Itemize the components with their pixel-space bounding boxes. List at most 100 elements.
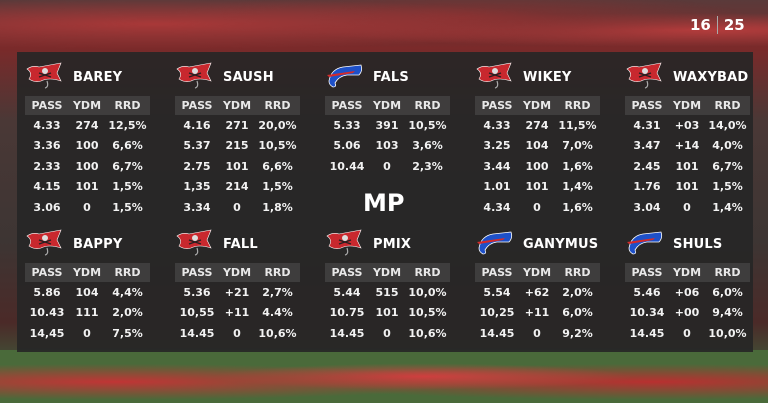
stat-cell: 1,5%: [262, 180, 293, 194]
player-header: PMIX: [325, 229, 450, 259]
column-header: YDM: [72, 266, 102, 279]
stat-cell: 10.44: [329, 159, 365, 173]
stats-row: 4.15 101 1,5%: [25, 177, 150, 198]
stat-cell: 3.34: [183, 200, 211, 214]
stats-row: 14,45 0 7,5%: [25, 323, 150, 344]
buccaneers-flag-icon: [25, 228, 65, 260]
column-header: RRD: [564, 266, 591, 279]
stats-row: 4.33 274 11,5%: [475, 115, 600, 136]
stats-row: 4.16 271 20,0%: [175, 115, 300, 136]
player-card: GANYMUS PASS YDM RRD 5.54 +62 2,0% 10,25 +11 6,0%…: [475, 229, 600, 344]
stat-cell: 274: [75, 118, 99, 132]
stats-row: 10,25 +11 6,0%: [475, 303, 600, 324]
stat-cell: 6,7%: [112, 159, 143, 173]
stat-cell: 0: [683, 326, 691, 340]
stat-cell: 3.47: [633, 139, 661, 153]
stat-cell: 10,0%: [708, 326, 747, 340]
stat-cell: 0: [383, 326, 391, 340]
stat-cell: 0: [233, 326, 241, 340]
stat-cell: 10.34: [629, 306, 665, 320]
stat-cell: 5.54: [483, 285, 511, 299]
column-header: PASS: [331, 266, 363, 279]
buccaneers-flag-icon: [325, 228, 365, 260]
stats-row: 3.34 0 1,8%: [175, 197, 300, 218]
stat-cell: 1,4%: [712, 200, 743, 214]
stat-cell: 10,0%: [408, 285, 447, 299]
column-header: YDM: [372, 99, 402, 112]
player-card: PMIX PASS YDM RRD 5.44 515 10,0% 10.75 101 10,5% 1…: [325, 229, 450, 344]
stat-cell: 10.75: [329, 306, 365, 320]
center-label: MP: [363, 189, 405, 217]
player-header: BAPPY: [25, 229, 150, 259]
stats-row: 10.44 0 2,3%: [325, 156, 450, 177]
buccaneers-flag-icon: [625, 61, 665, 93]
player-name: BAREY: [73, 69, 123, 85]
player-header: SAUSH: [175, 62, 300, 92]
player-header: FALL: [175, 229, 300, 259]
column-header: RRD: [264, 266, 291, 279]
player-name: WIKEY: [523, 69, 572, 85]
column-header: YDM: [522, 266, 552, 279]
stat-cell: 5.86: [33, 285, 61, 299]
stats-header: PASS YDM RRD: [475, 263, 600, 282]
column-header: PASS: [181, 266, 213, 279]
stat-cell: 10,5%: [408, 306, 447, 320]
stat-cell: 2,0%: [562, 285, 593, 299]
stat-cell: 101: [225, 159, 249, 173]
stats-row: 10,55 +11 4.4%: [175, 303, 300, 324]
stat-cell: 5.06: [333, 139, 361, 153]
stat-cell: 14.45: [179, 326, 215, 340]
column-header: YDM: [372, 266, 402, 279]
stat-cell: 2.75: [183, 159, 211, 173]
stat-cell: +11: [224, 306, 250, 320]
stat-cell: 7,0%: [562, 139, 593, 153]
column-header: RRD: [714, 99, 741, 112]
player-name: PMIX: [373, 236, 412, 252]
stat-cell: 4.4%: [262, 306, 293, 320]
stat-cell: 101: [375, 306, 399, 320]
stat-cell: 2,7%: [262, 285, 293, 299]
stat-cell: +00: [674, 306, 700, 320]
buccaneers-flag-icon: [25, 61, 65, 93]
stats-row: 14.45 0 9,2%: [475, 323, 600, 344]
stats-row: 14.45 0 10,6%: [325, 323, 450, 344]
stats-header: PASS YDM RRD: [25, 96, 150, 115]
stats-header: PASS YDM RRD: [625, 263, 750, 282]
stat-cell: 0: [683, 200, 691, 214]
column-header: YDM: [672, 266, 702, 279]
column-header: RRD: [714, 266, 741, 279]
stat-cell: 1,35: [183, 180, 211, 194]
stat-cell: 20,0%: [258, 118, 297, 132]
player-header: WIKEY: [475, 62, 600, 92]
score-divider: [716, 16, 718, 34]
stats-header: PASS YDM RRD: [475, 96, 600, 115]
stat-cell: 9,2%: [562, 326, 593, 340]
bills-buffalo-icon: [625, 228, 665, 260]
stat-cell: 3.36: [33, 139, 61, 153]
player-card: BAREY PASS YDM RRD 4.33 274 12,5% 3.36 100 6,6% 2.…: [25, 62, 150, 218]
stat-cell: 3.25: [483, 139, 511, 153]
column-header: PASS: [631, 266, 663, 279]
column-header: YDM: [222, 99, 252, 112]
stat-cell: 101: [525, 180, 549, 194]
stat-cell: 0: [83, 326, 91, 340]
stat-cell: 1,6%: [562, 159, 593, 173]
stats-row: 1.01 101 1,4%: [475, 177, 600, 198]
stat-cell: 14,0%: [708, 118, 747, 132]
stats-row: 3.25 104 7,0%: [475, 136, 600, 157]
stat-cell: 1,8%: [262, 200, 293, 214]
stats-row: 4.31 +03 14,0%: [625, 115, 750, 136]
stat-cell: 5.36: [183, 285, 211, 299]
player-card: WAXYBAD PASS YDM RRD 4.31 +03 14,0% 3.47 +14 4,0%…: [625, 62, 750, 218]
player-card: BAPPY PASS YDM RRD 5.86 104 4,4% 10.43 111 2,0% 14…: [25, 229, 150, 344]
column-header: RRD: [414, 266, 441, 279]
column-header: YDM: [672, 99, 702, 112]
buccaneers-flag-icon: [175, 61, 215, 93]
stat-cell: 10,6%: [258, 326, 297, 340]
stat-cell: 10,55: [179, 306, 215, 320]
stat-cell: 104: [75, 285, 99, 299]
scoreboard: 16 25: [690, 16, 745, 34]
column-header: PASS: [481, 266, 513, 279]
stats-row: 5.44 515 10,0%: [325, 282, 450, 303]
stat-cell: 5.44: [333, 285, 361, 299]
